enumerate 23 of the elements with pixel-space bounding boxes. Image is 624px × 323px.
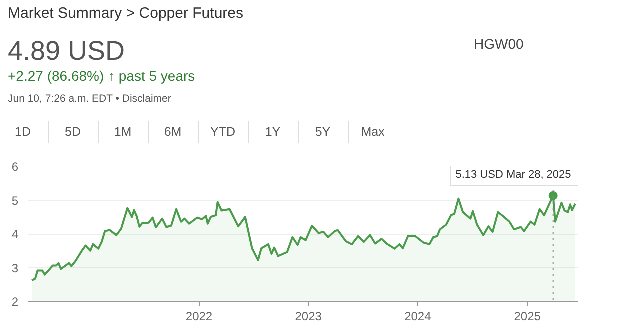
chart-subtitle: 4.89 USD (8, 36, 126, 66)
text: +2.27 (86.68%) ↑ past 5 years (8, 67, 196, 86)
annotation: 5.13 USD Mar 28, 2025 (456, 168, 572, 181)
text: YTD (210, 124, 236, 141)
x-tick-label: 2023 (295, 310, 322, 323)
chart-title: Market Summary > Copper Futures (8, 4, 244, 24)
text: 1M (113, 124, 133, 141)
text: 5D (64, 124, 82, 141)
text: 6M (163, 124, 183, 141)
text: 1D (14, 124, 32, 141)
text: 1Y (264, 124, 282, 141)
text: 5Y (314, 124, 332, 141)
text: Jun 10, 7:26 a.m. EDT • Disclaimer (8, 92, 172, 107)
y-tick-label: 2 (12, 295, 19, 309)
text: Max (360, 124, 386, 141)
x-tick-label: 2022 (186, 310, 213, 323)
x-tick-label: 2024 (404, 310, 432, 323)
y-tick-label: 3 (12, 261, 19, 276)
y-tick-label: 5 (12, 194, 19, 208)
y-tick-label: 4 (12, 228, 19, 242)
text: HGW00 (474, 35, 524, 54)
y-tick-label: 6 (12, 160, 19, 174)
x-tick-label: 2025 (514, 310, 542, 323)
